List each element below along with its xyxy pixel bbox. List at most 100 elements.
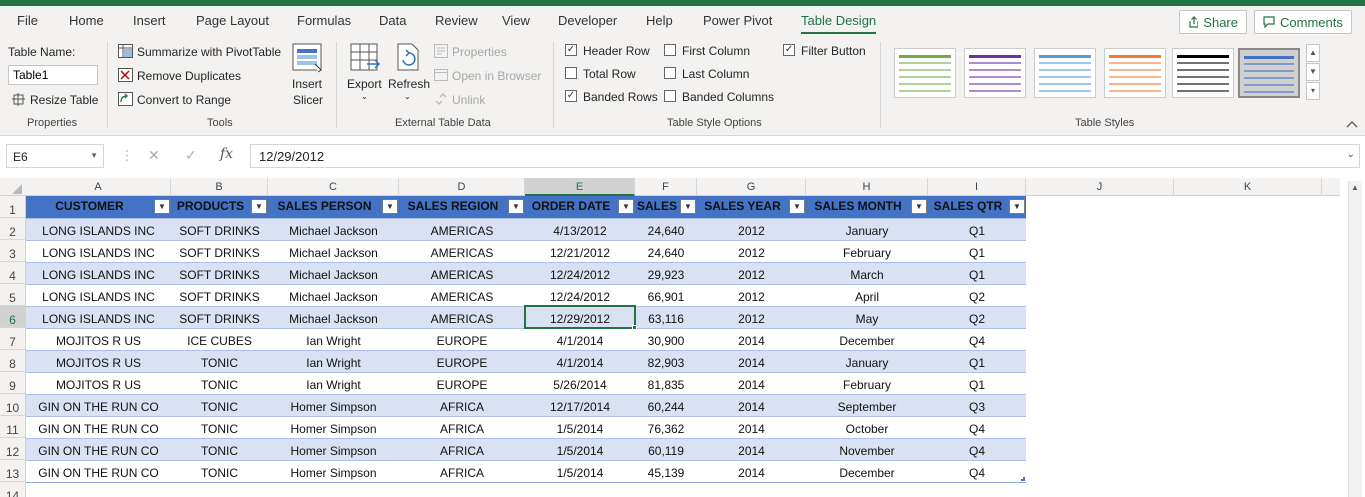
table-cell[interactable]: Q4 [968, 444, 985, 458]
filter-dropdown-icon[interactable]: ▼ [680, 199, 696, 214]
banded-columns-checkbox[interactable] [664, 90, 676, 102]
table-cell[interactable]: AMERICAS [430, 268, 494, 282]
table-cell[interactable]: 1/5/2014 [556, 444, 604, 458]
table-cell[interactable]: SOFT DRINKS [179, 290, 260, 304]
table-cell[interactable]: November [839, 444, 895, 458]
table-cell[interactable]: Q1 [968, 246, 985, 260]
table-cell[interactable]: March [850, 268, 884, 282]
refresh-dropdown-icon[interactable]: ⌄ [404, 92, 411, 101]
table-header-cell[interactable]: SALES MONTH [814, 199, 902, 213]
table-cell[interactable]: 2014 [738, 422, 765, 436]
column-header-i[interactable]: I [928, 178, 1026, 196]
column-header-g[interactable]: G [697, 178, 806, 196]
table-cell[interactable]: MOJITOS R US [55, 334, 142, 348]
table-style-black[interactable] [1172, 48, 1234, 98]
share-button[interactable]: Share [1179, 10, 1247, 34]
table-cell[interactable]: LONG ISLANDS INC [42, 246, 155, 260]
table-cell[interactable]: 12/24/2012 [549, 290, 611, 304]
table-style-purple[interactable] [964, 48, 1026, 98]
table-cell[interactable]: 4/1/2014 [556, 356, 604, 370]
select-all-icon[interactable] [12, 184, 22, 194]
table-cell[interactable]: SOFT DRINKS [179, 268, 260, 282]
table-cell[interactable]: 2012 [738, 312, 765, 326]
table-cell[interactable]: Q1 [968, 356, 985, 370]
properties-button[interactable]: Properties [452, 45, 507, 59]
table-cell[interactable]: EUROPE [436, 378, 488, 392]
column-header-c[interactable]: C [268, 178, 399, 196]
table-cell[interactable]: Michael Jackson [289, 312, 378, 326]
table-cell[interactable]: Q4 [968, 466, 985, 480]
table-cell[interactable]: TONIC [200, 378, 239, 392]
table-cell[interactable]: 24,640 [647, 224, 685, 238]
table-cell[interactable]: TONIC [200, 466, 239, 480]
table-cell[interactable]: Homer Simpson [290, 400, 377, 414]
table-cell[interactable]: Ian Wright [306, 378, 361, 392]
tab-file[interactable]: File [17, 13, 38, 28]
table-cell[interactable]: 2012 [738, 224, 765, 238]
tab-developer[interactable]: Developer [558, 13, 618, 28]
insert-slicer-button[interactable]: Insert [292, 77, 323, 91]
table-cell[interactable]: February [842, 378, 892, 392]
table-cell[interactable]: December [839, 334, 895, 348]
row-header-1[interactable]: 1 [0, 196, 26, 218]
table-cell[interactable]: 2014 [738, 334, 765, 348]
table-cell[interactable]: LONG ISLANDS INC [42, 268, 155, 282]
row-header-9[interactable]: 9 [0, 372, 26, 394]
tab-help[interactable]: Help [646, 13, 673, 28]
table-name-input[interactable] [8, 65, 98, 85]
table-cell[interactable]: February [842, 246, 892, 260]
table-cell[interactable]: 2012 [738, 268, 765, 282]
table-cell[interactable]: AFRICA [439, 422, 484, 436]
table-cell[interactable]: TONIC [200, 356, 239, 370]
collapse-ribbon-icon[interactable] [1346, 120, 1358, 128]
table-style-orange[interactable] [1104, 48, 1166, 98]
table-header-cell[interactable]: SALES REGION [407, 199, 499, 213]
table-cell[interactable]: 2012 [738, 246, 765, 260]
header-row-checkbox[interactable]: ✓ [565, 44, 577, 56]
table-cell[interactable]: 2014 [738, 356, 765, 370]
export-dropdown-icon[interactable]: ⌄ [361, 92, 368, 101]
unlink-button[interactable]: Unlink [452, 93, 486, 107]
table-cell[interactable]: April [854, 290, 879, 304]
row-header-10[interactable]: 10 [0, 394, 26, 416]
row-header-5[interactable]: 5 [0, 284, 26, 306]
row-header-2[interactable]: 2 [0, 218, 26, 240]
row-header-4[interactable]: 4 [0, 262, 26, 284]
filter-button-checkbox[interactable]: ✓ [783, 44, 795, 56]
table-cell[interactable]: 24,640 [647, 246, 685, 260]
table-cell[interactable]: 4/1/2014 [556, 334, 604, 348]
row-header-3[interactable]: 3 [0, 240, 26, 262]
table-cell[interactable]: Ian Wright [306, 334, 361, 348]
table-cell[interactable]: Q2 [968, 290, 985, 304]
convert-to-range-button[interactable]: Convert to Range [137, 93, 232, 107]
column-header-b[interactable]: B [171, 178, 268, 196]
table-cell[interactable]: Q3 [968, 400, 985, 414]
table-style-selected[interactable] [1238, 48, 1300, 98]
table-cell[interactable]: May [855, 312, 879, 326]
tab-data[interactable]: Data [379, 13, 407, 28]
filter-dropdown-icon[interactable]: ▼ [911, 199, 927, 214]
table-cell[interactable]: AMERICAS [430, 224, 494, 238]
tab-power-pivot[interactable]: Power Pivot [703, 13, 773, 28]
scroll-up-icon[interactable]: ▲ [1351, 183, 1359, 192]
table-cell[interactable]: September [837, 400, 897, 414]
row-header-14[interactable]: 14 [0, 482, 26, 497]
export-button[interactable]: Export [347, 77, 382, 91]
last-column-checkbox[interactable] [664, 67, 676, 79]
table-cell[interactable]: AFRICA [439, 466, 484, 480]
cancel-icon[interactable]: ✕ [148, 147, 160, 163]
total-row-checkbox[interactable] [565, 67, 577, 79]
column-header-k[interactable]: K [1174, 178, 1322, 196]
table-cell[interactable]: Q1 [968, 224, 985, 238]
table-cell[interactable]: LONG ISLANDS INC [42, 224, 155, 238]
table-cell[interactable]: Q4 [968, 334, 985, 348]
name-box-dropdown-icon[interactable]: ▼ [90, 151, 98, 160]
table-header-cell[interactable]: CUSTOMER [55, 199, 124, 213]
table-cell[interactable]: December [839, 466, 895, 480]
tab-table-design[interactable]: Table Design [801, 13, 877, 34]
table-resize-handle[interactable] [1021, 477, 1025, 481]
gallery-scroll-up[interactable]: ▲ [1306, 44, 1320, 62]
table-cell[interactable]: AMERICAS [430, 246, 494, 260]
column-header-f[interactable]: F [635, 178, 697, 196]
